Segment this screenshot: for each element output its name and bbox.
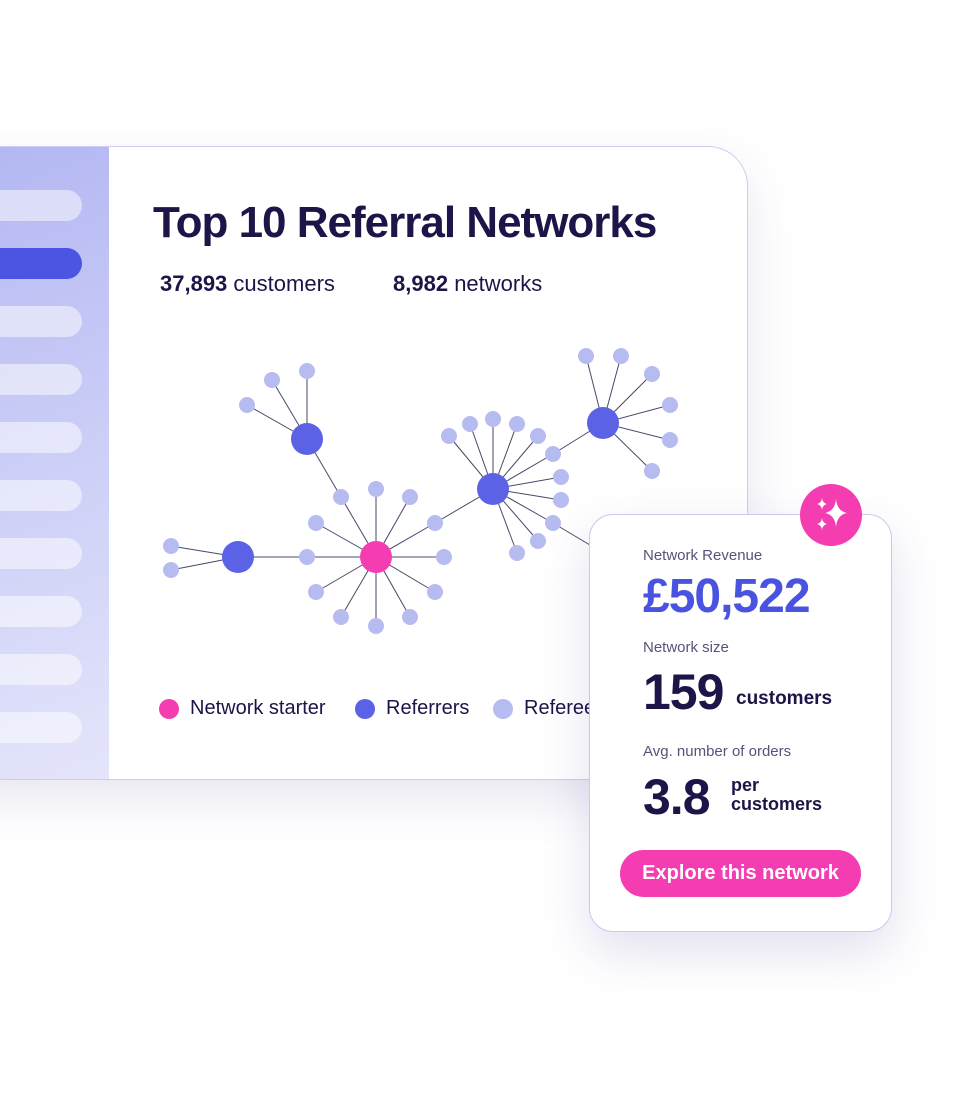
node: [299, 363, 315, 379]
node: [299, 549, 315, 565]
node: [662, 397, 678, 413]
stat: 37,893 customers: [160, 271, 335, 297]
stat-number: 37,893: [160, 271, 228, 296]
revenue-label: Network Revenue: [643, 547, 763, 564]
stat-number: 8,982: [393, 271, 449, 296]
node: [644, 463, 660, 479]
node: [530, 533, 546, 549]
node: [368, 618, 384, 634]
node: [477, 473, 509, 505]
node: [264, 372, 280, 388]
node: [644, 366, 660, 382]
nav-item[interactable]: [0, 364, 82, 395]
revenue: £50,522: [643, 570, 811, 623]
node: [402, 489, 418, 505]
node: [462, 416, 478, 432]
node: [239, 397, 255, 413]
node: [402, 609, 418, 625]
legend-dot: [493, 699, 513, 719]
node: [427, 584, 443, 600]
size-label: Network size: [643, 639, 729, 656]
node: [368, 481, 384, 497]
node: [485, 411, 501, 427]
stat-label: customers: [233, 271, 335, 296]
node: [545, 515, 561, 531]
node: [308, 584, 324, 600]
legend-label: Network starter: [190, 697, 326, 719]
network-card: Network Revenue £50,522 Network size 159…: [589, 484, 892, 932]
orders: 3.8: [643, 769, 711, 825]
explore-button[interactable]: Explore this network: [620, 850, 861, 897]
title: Top 10 Referral Networks: [153, 198, 657, 247]
node: [163, 562, 179, 578]
sidebar: [0, 147, 109, 779]
node: [578, 348, 594, 364]
node: [333, 609, 349, 625]
node: [662, 432, 678, 448]
panel: [0, 146, 748, 780]
legend-dot: [355, 699, 375, 719]
sparkle-badge: [800, 484, 862, 546]
node: [427, 515, 443, 531]
node: [308, 515, 324, 531]
node: [441, 428, 457, 444]
nav-item[interactable]: [0, 654, 82, 685]
node: [553, 492, 569, 508]
node: [530, 428, 546, 444]
node: [360, 541, 392, 573]
node: [509, 416, 525, 432]
nav-item[interactable]: [0, 712, 82, 743]
size: 159: [643, 664, 724, 720]
node: [553, 469, 569, 485]
size-unit: customers: [736, 688, 833, 709]
stat-label: networks: [454, 271, 543, 296]
orders-label: Avg. number of orders: [643, 743, 792, 760]
node: [163, 538, 179, 554]
node: [587, 407, 619, 439]
legend-label: Referees: [524, 697, 606, 719]
node: [545, 446, 561, 462]
node: [436, 549, 452, 565]
nav-item[interactable]: [0, 248, 82, 279]
stat: 8,982 networks: [393, 271, 542, 297]
legend-dot: [159, 699, 179, 719]
nav-item[interactable]: [0, 190, 82, 221]
node: [613, 348, 629, 364]
node: [509, 545, 525, 561]
nav-item[interactable]: [0, 480, 82, 511]
node: [222, 541, 254, 573]
edge: [552, 522, 596, 549]
node: [333, 489, 349, 505]
nav-item[interactable]: [0, 538, 82, 569]
nav-item[interactable]: [0, 306, 82, 337]
node: [291, 423, 323, 455]
nav-item[interactable]: [0, 596, 82, 627]
orders-unit: per customers: [731, 775, 823, 814]
legend-label: Referrers: [386, 697, 470, 719]
nav-item[interactable]: [0, 422, 82, 453]
